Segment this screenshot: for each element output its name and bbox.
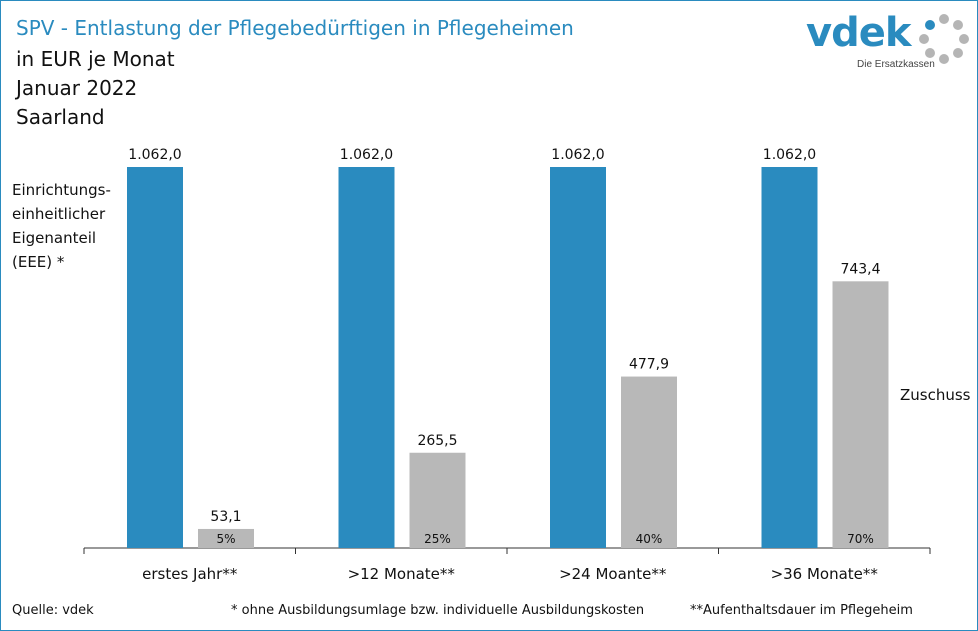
zuschuss-bar-value-label: 265,5	[417, 433, 457, 449]
legend-eee: Einrichtungs- einheitlicher Eigenanteil …	[12, 178, 132, 274]
eee-bar	[550, 167, 606, 548]
category-label: erstes Jahr**	[142, 565, 238, 583]
vdek-logo: vdek Die Ersatzkassen	[806, 10, 971, 72]
zuschuss-bar	[621, 376, 677, 548]
category-label: >12 Monate**	[348, 565, 456, 583]
category-label: >36 Monate**	[771, 565, 879, 583]
logo-tagline: Die Ersatzkassen	[857, 59, 935, 70]
logo-wordmark: vdek	[806, 10, 911, 56]
subtitle-date: Januar 2022	[16, 76, 138, 100]
footnote-eee: * ohne Ausbildungsumlage bzw. individuel…	[231, 603, 645, 618]
zuschuss-bar-value-label: 743,4	[840, 261, 880, 277]
legend-eee-line: einheitlicher	[12, 205, 106, 223]
footnote-duration: **Aufenthaltsdauer im Pflegeheim	[690, 603, 913, 618]
zuschuss-bar-value-label: 53,1	[210, 509, 241, 525]
zuschuss-bar-value-label: 477,9	[629, 357, 669, 373]
eee-bar-value-label: 1.062,0	[340, 147, 393, 163]
subtitle-unit: in EUR je Monat	[16, 47, 175, 71]
subtitle-region: Saarland	[16, 105, 105, 129]
zuschuss-percent-label: 5%	[216, 532, 235, 546]
legend-eee-line: Einrichtungs-	[12, 181, 111, 199]
source-note: Quelle: vdek	[12, 603, 94, 618]
zuschuss-percent-label: 40%	[636, 532, 663, 546]
zuschuss-bar	[198, 528, 254, 548]
zuschuss-bar	[832, 281, 889, 548]
eee-bar	[338, 167, 395, 548]
chart-title: SPV - Entlastung der Pflegebedürftigen i…	[16, 16, 574, 40]
eee-bar	[761, 167, 818, 548]
zuschuss-percent-label: 25%	[424, 532, 451, 546]
eee-bar	[127, 167, 183, 548]
zuschuss-percent-label: 70%	[847, 532, 874, 546]
logo-ring-icon	[919, 14, 969, 64]
legend-eee-line: (EEE) *	[12, 253, 65, 271]
zuschuss-bar	[409, 452, 466, 548]
eee-bar-value-label: 1.062,0	[128, 147, 181, 163]
eee-bar-value-label: 1.062,0	[551, 147, 604, 163]
category-label: >24 Moante**	[559, 565, 667, 583]
legend-zuschuss: Zuschuss	[900, 386, 971, 404]
eee-bar-value-label: 1.062,0	[763, 147, 816, 163]
legend-eee-line: Eigenanteil	[12, 229, 97, 247]
